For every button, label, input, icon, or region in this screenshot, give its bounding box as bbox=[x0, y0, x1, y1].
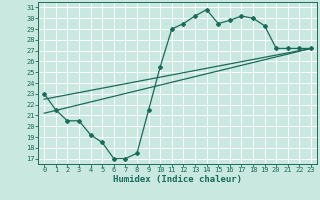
X-axis label: Humidex (Indice chaleur): Humidex (Indice chaleur) bbox=[113, 175, 242, 184]
